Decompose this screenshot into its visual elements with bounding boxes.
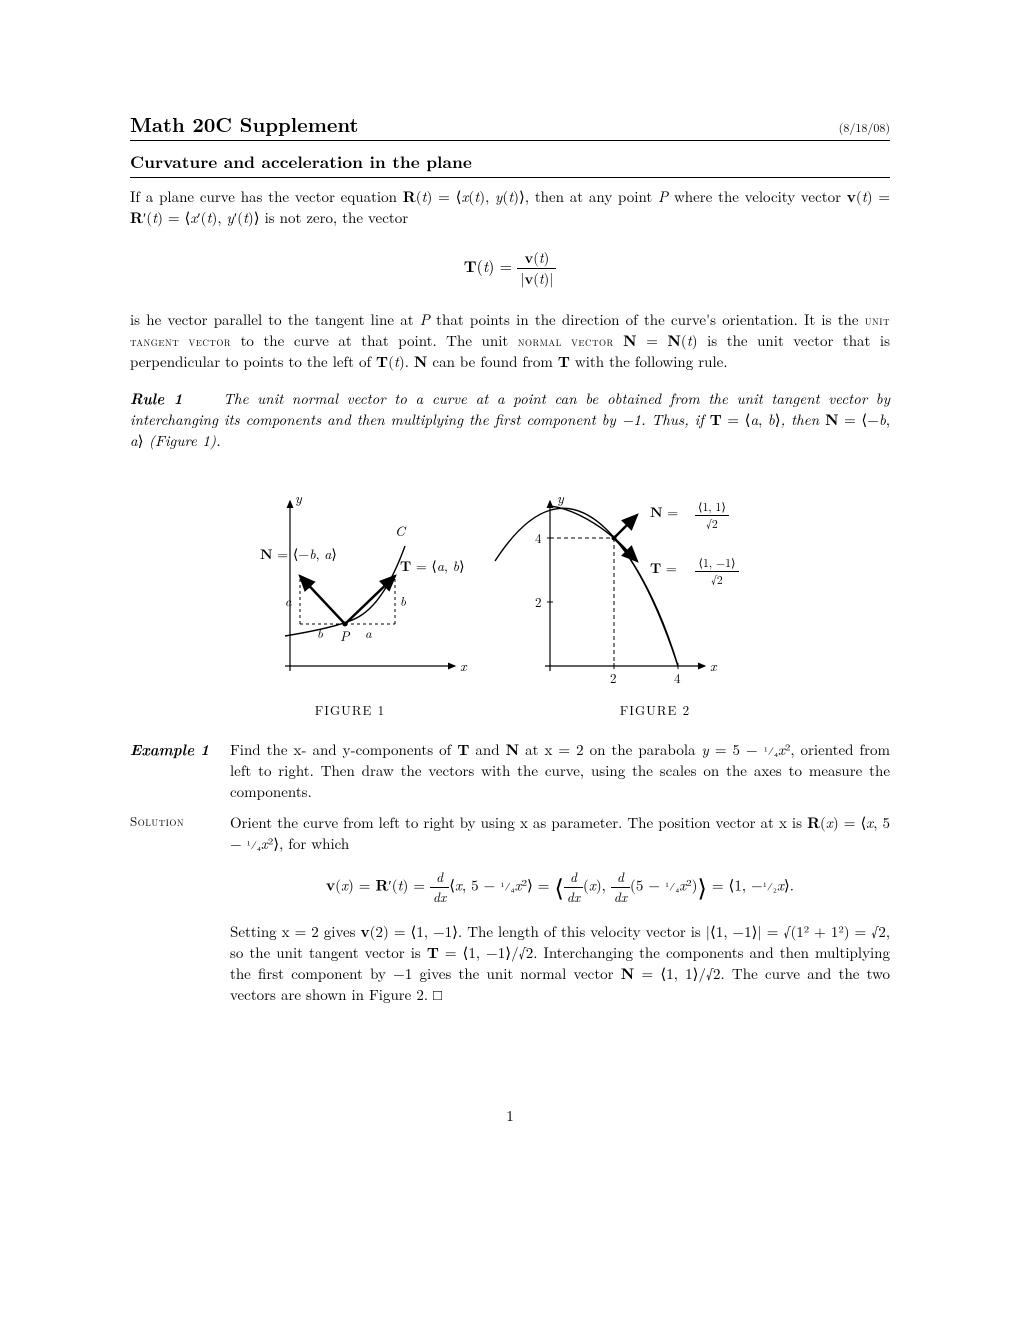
paragraph-tangent: is he vector parallel to the tangent lin… (130, 309, 890, 372)
solution-continued: Setting x = 2 gives v(2) = ⟨1, −1⟩. The … (130, 921, 890, 1005)
example-body: Find the x- and y-components of T and N … (230, 739, 890, 802)
svg-text:x: x (710, 656, 718, 676)
figure-1: x y P a b b a N = ⟨−b, a⟩ T = ⟨a, b⟩ C (225, 481, 475, 719)
svg-text:2: 2 (535, 592, 542, 611)
page-header: Math 20C Supplement (8/18/08) (130, 110, 890, 141)
equation-T: T(t) = v(t)|v(t)| (130, 248, 890, 289)
solution-block: Solution Orient the curve from left to r… (130, 812, 890, 854)
paragraph-intro: If a plane curve has the vector equation… (130, 186, 890, 228)
svg-text:a: a (365, 623, 372, 642)
svg-text:2: 2 (610, 668, 617, 687)
svg-text:a: a (285, 591, 292, 610)
rule-block: Rule 1 The unit normal vector to a curve… (130, 388, 890, 451)
figures-row: x y P a b b a N = ⟨−b, a⟩ T = ⟨a, b⟩ C (130, 481, 890, 719)
example-label: Example 1 (130, 739, 230, 802)
section-title: Curvature and acceleration in the plane (130, 151, 890, 178)
svg-text:4: 4 (535, 528, 542, 547)
equation-v: v(x) = R′(t) = ddx⟨x, 5 − ¹⁄₄x²⟩ = ⟨ddx(… (130, 868, 890, 907)
svg-text:C: C (395, 521, 407, 541)
svg-text:b: b (400, 591, 406, 610)
svg-text:y: y (557, 488, 565, 508)
svg-text:y: y (295, 488, 303, 508)
figure-1-caption: FIGURE 1 (225, 701, 475, 719)
svg-text:T =: T = (650, 558, 677, 578)
page-number: 1 (130, 1105, 890, 1126)
svg-text:x: x (460, 656, 468, 676)
svg-text:N = ⟨−b, a⟩: N = ⟨−b, a⟩ (260, 544, 337, 564)
solution-body: Orient the curve from left to right by u… (230, 812, 890, 854)
solution-label: Solution (130, 812, 230, 854)
page-title: Math 20C Supplement (130, 110, 359, 138)
svg-text:P: P (340, 626, 351, 646)
figure-2: x y 2 4 2 4 (515, 481, 795, 719)
svg-text:N =: N = (650, 502, 678, 522)
svg-text:4: 4 (674, 668, 681, 687)
svg-text:T = ⟨a, b⟩: T = ⟨a, b⟩ (400, 556, 465, 576)
page-date: (8/18/08) (839, 120, 890, 137)
example-block: Example 1 Find the x- and y-components o… (130, 739, 890, 802)
svg-text:b: b (317, 623, 323, 642)
rule-label: Rule 1 (130, 387, 183, 409)
figure-2-caption: FIGURE 2 (515, 701, 795, 719)
